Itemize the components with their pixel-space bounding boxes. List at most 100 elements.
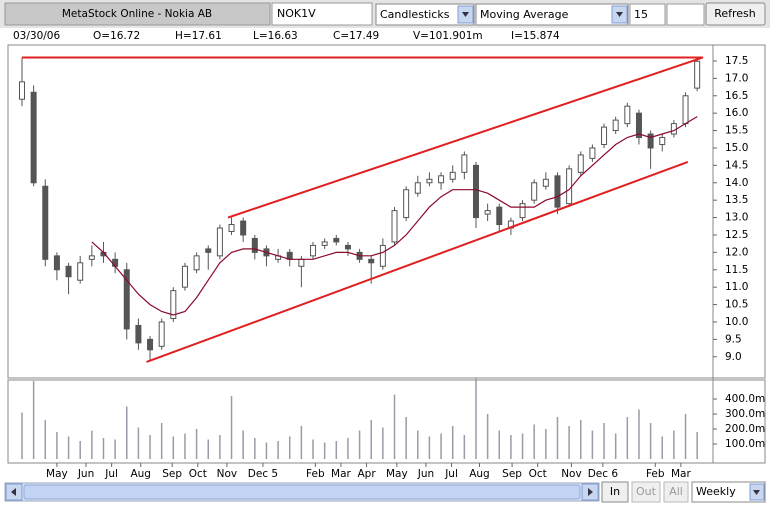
zoom-all-label: All [669,485,683,498]
candle-body [30,91,37,184]
indicator-select[interactable] [475,3,629,26]
readout-low: L=16.63 [253,30,298,42]
zoom-in-button[interactable] [601,481,629,503]
x-tick-label: Nov [561,468,582,480]
candle-body [333,237,340,243]
x-tick-label: Mar [331,468,351,480]
scroll-thumb[interactable] [23,484,581,500]
candle-body [228,224,235,232]
x-tick-label: Sep [162,468,182,480]
candle-body [612,119,619,132]
candle-body [531,182,538,201]
candle-body [251,237,258,253]
refresh-label: Refresh [714,7,756,20]
x-tick-label: Jul [104,468,118,480]
x-tick-label: Jun [77,468,94,480]
candle-body [694,60,701,89]
volume-tick-label: 400.0m [725,393,765,405]
trendline [227,56,704,219]
candle-body [472,164,479,219]
x-tick-label: Oct [529,468,547,480]
candle-body [170,290,177,319]
period-select[interactable] [691,481,766,503]
y-tick-label: 17.0 [725,72,748,84]
symbol-input[interactable] [271,2,373,26]
candle-body [577,154,584,173]
plot: 9.0 9.5 10.0 10.5 11.0 11.5 12.0 12.5 13.0 13.5 14… [18,55,765,480]
y-tick-label: 10.5 [725,299,748,311]
candle-body [88,255,95,260]
candle-body [414,182,421,194]
candle-body [368,258,375,264]
period-input[interactable] [629,3,666,26]
candle-body [519,203,526,219]
period-text: 15 [634,8,648,21]
readout-high: H=17.61 [175,30,222,42]
candle-body [181,265,188,288]
y-tick-label: 12.5 [725,229,748,241]
candle-body [670,123,677,135]
y-tick-label: 11.0 [725,281,748,293]
candle-body [379,244,386,267]
candle-body [205,248,212,253]
y-tick-label: 12.0 [725,246,748,258]
candle-body [496,206,503,226]
candle-body [426,178,433,184]
candle-body [635,112,642,139]
x-tick-label: Apr [357,468,376,480]
candle-body [123,269,130,330]
refresh-button[interactable] [705,2,766,26]
y-tick-label: 16.0 [725,107,748,119]
blank-input[interactable] [666,3,705,26]
candle-body [158,321,165,347]
readout-open: O=16.72 [93,30,140,42]
candle-body [566,168,573,205]
x-tick-label: Aug [469,468,490,480]
candle-body [682,95,689,125]
y-tick-label: 16.5 [725,90,748,102]
candle-body [310,244,317,257]
candle-body [391,210,398,243]
title-box [4,2,271,26]
candle-body [42,185,49,260]
period-select-text: Weekly [696,485,736,498]
style-text: Candlesticks [380,8,450,21]
candle-body [112,258,119,267]
readout-volume: V=101.901m [413,30,483,42]
zoom-out-label: Out [636,485,657,498]
zoom-all-button[interactable] [663,481,689,503]
style-select[interactable] [375,3,475,26]
y-tick-label: 13.0 [725,212,748,224]
candle-body [240,220,247,236]
symbol-text: NOK1V [277,7,316,20]
x-tick-label: Sep [502,468,522,480]
volume-tick-label: 100.0m [725,438,765,450]
dropdown-arrow [462,12,469,17]
arrow-right [588,488,593,496]
volume-panel [7,379,766,464]
x-tick-label: Jun [417,468,434,480]
zoom-in-label: In [610,485,620,498]
trendline [146,160,689,363]
readout-date: 03/30/06 [13,30,60,42]
candle-body [449,171,456,180]
volume-tick-label: 200.0m [725,423,765,435]
candle-body [484,210,491,215]
candle-body [298,258,305,267]
candle-body [589,147,596,159]
y-tick-label: 9.5 [725,333,742,345]
candle-body [65,265,72,278]
y-tick-label: 9.0 [725,351,742,363]
y-tick-label: 14.0 [725,177,748,189]
x-tick-label: May [46,468,68,480]
x-tick-label: May [386,468,408,480]
y-tick-label: 17.5 [725,55,748,67]
candle-body [542,178,549,187]
zoom-out-button[interactable] [631,481,661,503]
readout-close: C=17.49 [333,30,379,42]
candle-body [624,105,631,125]
x-tick-label: Nov [217,468,238,480]
x-tick-label: Aug [130,468,151,480]
y-tick-label: 15.5 [725,125,748,137]
indicator-text: Moving Average [480,8,569,21]
